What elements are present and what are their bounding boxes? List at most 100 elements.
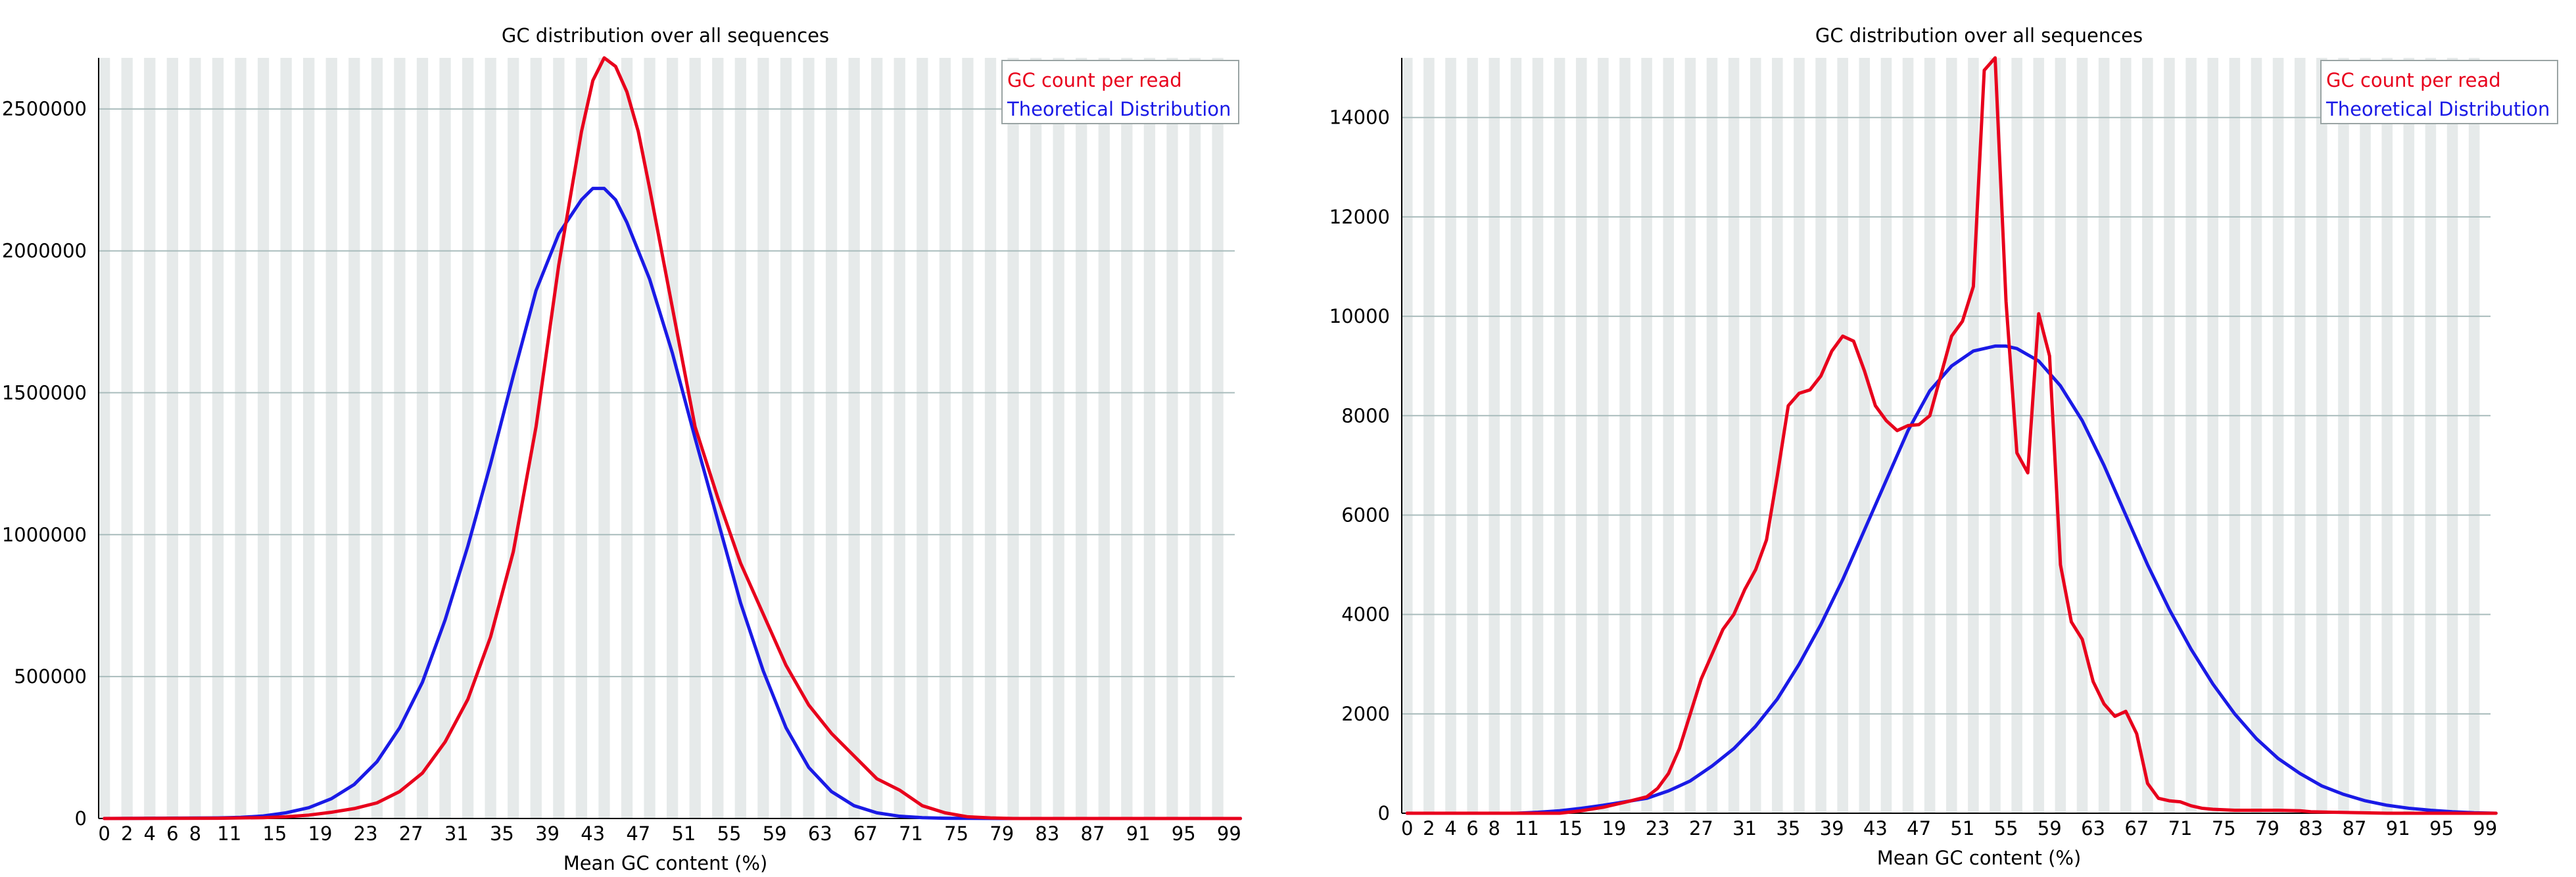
x-tick-label: 0 <box>98 822 110 845</box>
x-tick-label: 71 <box>899 822 923 845</box>
column-band <box>405 58 417 818</box>
column-band <box>2414 58 2426 813</box>
column-band <box>2338 58 2350 813</box>
x-tick-label: 71 <box>2168 817 2193 840</box>
x-tick-label: 11 <box>1515 817 1539 840</box>
x-tick-label: 19 <box>1602 817 1626 840</box>
column-band <box>1750 58 1761 813</box>
legend-box <box>1001 60 1239 124</box>
series-line-gc-count <box>1405 56 2498 815</box>
column-band <box>1155 58 1167 818</box>
column-band <box>632 58 644 818</box>
y-tick-label: 1000000 <box>2 523 87 546</box>
column-band <box>1598 58 1610 813</box>
x-tick-label: 51 <box>1950 817 1974 840</box>
y-tick-label: 1500000 <box>2 381 87 404</box>
column-band <box>348 58 360 818</box>
column-band <box>984 58 997 818</box>
column-band <box>700 58 713 818</box>
column-band <box>2066 58 2078 813</box>
column-band <box>1030 58 1042 818</box>
column-band <box>1402 58 1414 813</box>
column-band <box>1935 58 1947 813</box>
column-band <box>939 58 951 818</box>
column-band <box>792 58 803 818</box>
column-band <box>1189 58 1201 818</box>
column-band <box>1041 58 1054 818</box>
y-tick-label: 6000 <box>1341 504 1390 526</box>
column-band <box>1109 58 1122 818</box>
column-band <box>1946 58 1958 813</box>
y-tick-label: 500000 <box>14 665 87 688</box>
column-band <box>2283 58 2295 813</box>
x-tick-label: 2 <box>1423 817 1435 840</box>
column-band <box>1663 58 1675 813</box>
column-band <box>121 58 133 818</box>
column-band <box>1064 58 1076 818</box>
y-tick-label: 2500000 <box>2 98 87 120</box>
x-tick-label: 11 <box>217 822 241 845</box>
column-band <box>564 58 577 818</box>
x-tick-label: 87 <box>1081 822 1105 845</box>
x-tick-label: 47 <box>626 822 650 845</box>
column-band <box>1772 58 1784 813</box>
column-band <box>508 58 519 818</box>
column-band <box>1739 58 1751 813</box>
column-band <box>462 58 474 818</box>
column-band <box>780 58 792 818</box>
column-band <box>905 58 917 818</box>
column-band <box>496 58 508 818</box>
column-band <box>1532 58 1544 813</box>
column-band <box>314 58 327 818</box>
column-band <box>485 58 497 818</box>
column-band <box>2174 58 2186 813</box>
column-band <box>1223 58 1235 818</box>
column-band <box>1489 58 1500 813</box>
x-tick-label: 4 <box>144 822 156 845</box>
column-band <box>1630 58 1642 813</box>
x-tick-label: 95 <box>1172 822 1196 845</box>
x-tick-label: 79 <box>990 822 1014 845</box>
column-band <box>2087 58 2099 813</box>
x-tick-label: 19 <box>308 822 333 845</box>
column-band <box>2479 58 2491 813</box>
column-band <box>1652 58 1663 813</box>
y-tick-label: 0 <box>1378 802 1390 824</box>
column-band <box>1087 58 1099 818</box>
x-tick-label: 8 <box>189 822 201 845</box>
column-band <box>1121 58 1133 818</box>
y-tick-label: 8000 <box>1341 404 1390 427</box>
legend-label-gc-count: GC count per read <box>1007 69 1182 91</box>
column-band <box>1143 58 1156 818</box>
column-band <box>2109 58 2121 813</box>
column-band <box>2262 58 2274 813</box>
x-tick-label: 2 <box>121 822 133 845</box>
column-band <box>951 58 963 818</box>
column-band <box>360 58 372 818</box>
legend: GC count per read Theoretical Distributi… <box>2320 60 2558 124</box>
column-band <box>1826 58 1838 813</box>
column-band <box>1978 58 1990 813</box>
x-tick-label: 8 <box>1489 817 1500 840</box>
column-band <box>2022 58 2034 813</box>
y-tick-label: 10000 <box>1329 305 1390 327</box>
column-band <box>723 58 736 818</box>
column-band <box>837 58 849 818</box>
column-band <box>235 58 247 818</box>
x-tick-label: 43 <box>1863 817 1888 840</box>
column-band <box>769 58 781 818</box>
x-axis-label: Mean GC content (%) <box>563 852 768 874</box>
column-band <box>1500 58 1512 813</box>
column-band <box>110 58 122 818</box>
x-tick-label: 23 <box>354 822 378 845</box>
column-band <box>2229 58 2241 813</box>
column-band <box>2164 58 2176 813</box>
y-tick-labels: 0 2000 4000 6000 8000 10000 12000 14000 <box>1329 107 1390 824</box>
column-band <box>1990 58 2001 813</box>
data-series <box>103 56 1243 820</box>
x-tick-label: 31 <box>1732 817 1757 840</box>
x-tick-label: 63 <box>2081 817 2105 840</box>
chart-title: GC distribution over all sequences <box>502 24 829 47</box>
column-band <box>2098 58 2110 813</box>
